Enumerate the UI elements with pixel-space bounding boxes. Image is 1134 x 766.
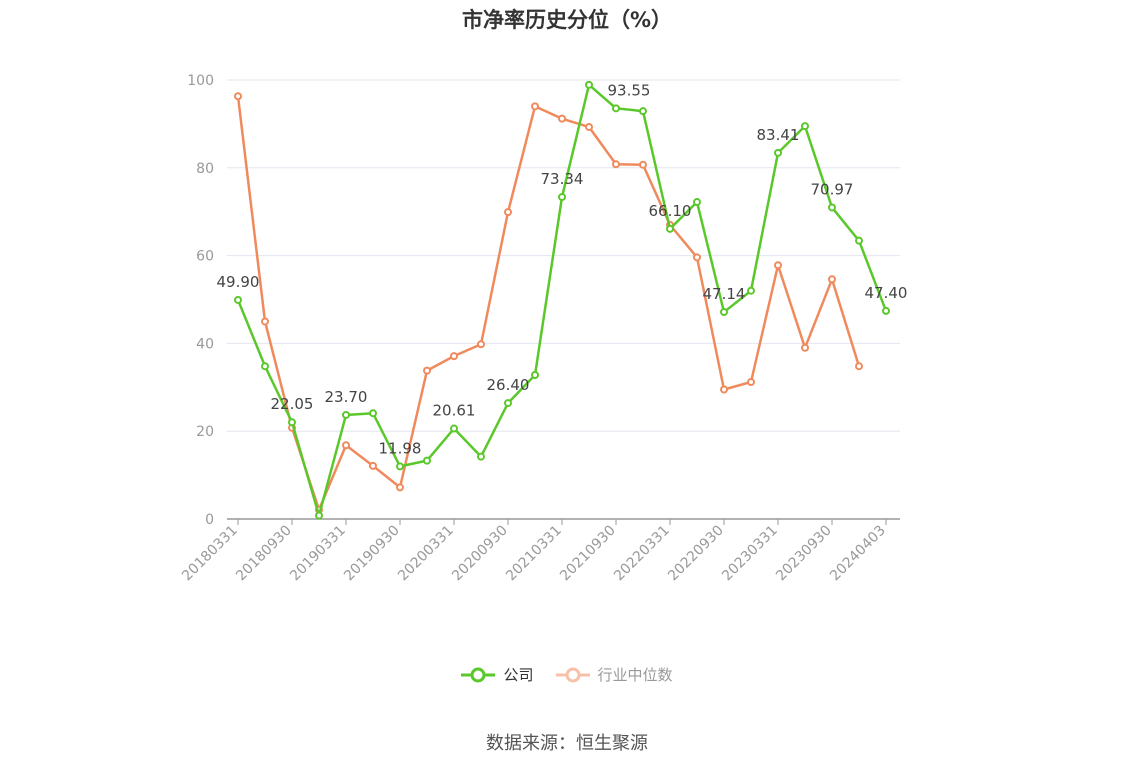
series-lines xyxy=(234,80,890,520)
data-point-industry[interactable] xyxy=(801,343,809,352)
data-point-industry[interactable] xyxy=(747,378,755,387)
x-tick-label: 20220331 xyxy=(611,523,673,585)
data-label: 73.34 xyxy=(541,170,584,188)
data-point-industry[interactable] xyxy=(423,366,431,375)
data-point-company[interactable] xyxy=(396,462,404,471)
legend-swatch-industry xyxy=(555,667,590,682)
data-point-industry[interactable] xyxy=(693,253,701,262)
data-label: 26.40 xyxy=(487,376,530,394)
legend-label-industry: 行业中位数 xyxy=(597,666,673,684)
x-tick-label: 20220930 xyxy=(665,523,727,585)
y-tick-label: 80 xyxy=(196,161,214,177)
x-tick-label: 20180930 xyxy=(233,523,295,585)
data-label: 20.61 xyxy=(433,402,476,420)
data-point-company[interactable] xyxy=(342,410,350,419)
data-point-industry[interactable] xyxy=(855,362,863,371)
data-point-company[interactable] xyxy=(504,399,512,408)
data-point-company[interactable] xyxy=(450,424,458,433)
x-tick-label: 20210331 xyxy=(503,523,565,585)
data-point-company[interactable] xyxy=(747,286,755,295)
data-point-company[interactable] xyxy=(774,148,782,157)
data-point-industry[interactable] xyxy=(828,275,836,284)
axes: 0 20 40 60 80 100 2018033120180930201903312019… xyxy=(179,73,900,584)
data-label: 66.10 xyxy=(649,202,692,220)
data-point-company[interactable] xyxy=(801,122,809,131)
data-label: 70.97 xyxy=(811,180,854,198)
x-tick-label: 20190331 xyxy=(287,523,349,585)
series-line-industry xyxy=(236,96,861,512)
gridlines xyxy=(227,79,900,432)
data-point-industry[interactable] xyxy=(234,92,242,101)
data-label: 23.70 xyxy=(325,388,368,406)
data-point-company[interactable] xyxy=(423,456,431,465)
data-point-company[interactable] xyxy=(477,452,485,461)
chart-title: 市净率历史分位（%） xyxy=(461,8,673,32)
y-tick-label: 40 xyxy=(196,336,214,352)
data-label: 47.40 xyxy=(865,284,908,302)
data-point-company[interactable] xyxy=(639,107,647,116)
data-label: 83.41 xyxy=(757,126,800,144)
data-label: 47.14 xyxy=(703,285,746,303)
data-point-company[interactable] xyxy=(261,362,269,371)
data-label: 93.55 xyxy=(608,81,651,99)
data-point-company[interactable] xyxy=(720,308,728,317)
y-tick-label: 100 xyxy=(187,73,214,89)
line-chart: 0 20 40 60 80 100 2018033120180930201903312019… xyxy=(179,73,908,584)
data-point-company[interactable] xyxy=(369,409,377,418)
data-label: 11.98 xyxy=(379,439,422,457)
legend-swatch-company xyxy=(461,667,496,682)
data-point-industry[interactable] xyxy=(585,122,593,131)
data-point-industry[interactable] xyxy=(558,114,566,123)
data-source: 数据来源：恒生聚源 xyxy=(486,733,648,754)
data-label: 22.05 xyxy=(271,395,314,413)
data-point-company[interactable] xyxy=(558,193,566,202)
legend-item-industry[interactable]: 行业中位数 xyxy=(555,664,673,685)
x-tick-label: 20200930 xyxy=(449,523,511,585)
data-point-company[interactable] xyxy=(315,511,323,520)
data-point-company[interactable] xyxy=(666,224,674,233)
x-tick-label: 20230331 xyxy=(719,523,781,585)
legend-item-company[interactable]: 公司 xyxy=(461,664,534,685)
data-point-industry[interactable] xyxy=(504,208,512,217)
legend: 公司 行业中位数 xyxy=(0,664,1134,685)
data-point-industry[interactable] xyxy=(612,160,620,169)
data-labels: 49.90 22.05 23.70 11.98 20.61 26.40 73.34 93.55… xyxy=(217,81,908,457)
data-point-industry[interactable] xyxy=(342,441,350,450)
data-point-company[interactable] xyxy=(531,371,539,380)
legend-label-company: 公司 xyxy=(503,666,534,684)
data-point-industry[interactable] xyxy=(396,483,404,492)
data-point-company[interactable] xyxy=(288,418,296,427)
y-tick-label: 60 xyxy=(196,249,214,265)
data-point-company[interactable] xyxy=(612,104,620,113)
data-point-company[interactable] xyxy=(855,236,863,245)
data-point-industry[interactable] xyxy=(774,261,782,270)
x-tick-label: 20230930 xyxy=(773,523,835,585)
x-tick-label: 20240403 xyxy=(827,523,889,585)
data-point-industry[interactable] xyxy=(450,352,458,361)
data-point-company[interactable] xyxy=(882,306,890,315)
y-tick-label: 0 xyxy=(205,512,214,528)
data-point-industry[interactable] xyxy=(531,102,539,111)
data-point-company[interactable] xyxy=(234,295,242,304)
data-point-company[interactable] xyxy=(585,80,593,89)
data-point-industry[interactable] xyxy=(477,340,485,349)
data-point-industry[interactable] xyxy=(369,461,377,470)
data-point-industry[interactable] xyxy=(720,385,728,394)
data-point-company[interactable] xyxy=(828,203,836,212)
data-point-company[interactable] xyxy=(693,198,701,207)
data-label: 49.90 xyxy=(217,273,260,291)
data-point-industry[interactable] xyxy=(261,317,269,326)
y-tick-label: 20 xyxy=(196,424,214,440)
x-tick-label: 20200331 xyxy=(395,523,457,585)
x-tick-label: 20210930 xyxy=(557,523,619,585)
data-point-industry[interactable] xyxy=(639,160,647,169)
x-tick-label: 20190930 xyxy=(341,523,403,585)
x-tick-label: 20180331 xyxy=(179,523,241,585)
